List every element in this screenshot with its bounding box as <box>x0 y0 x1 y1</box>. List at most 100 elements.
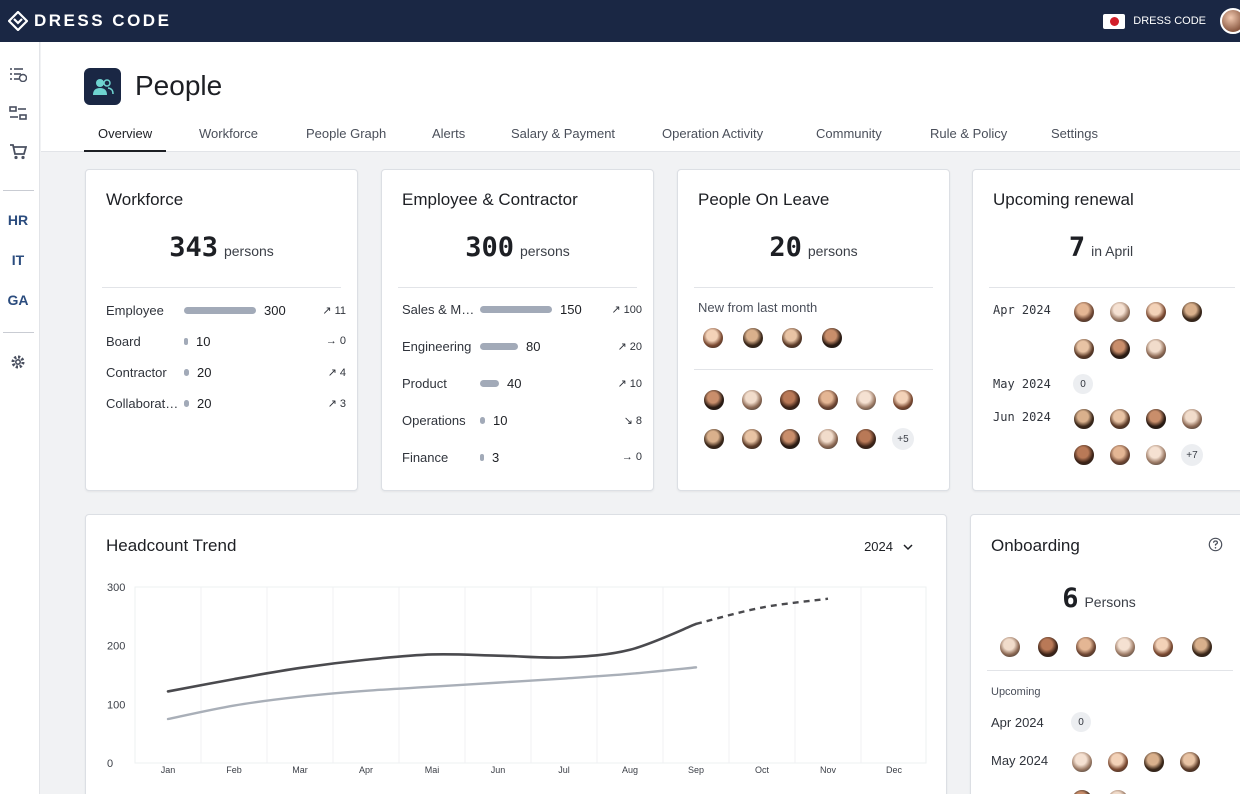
avatar[interactable] <box>999 636 1021 658</box>
more-badge[interactable]: +5 <box>892 428 914 450</box>
avatar[interactable] <box>1191 636 1213 658</box>
avatar[interactable] <box>855 389 877 411</box>
breakdown-row[interactable]: Employee 300 ↗ 11 <box>106 300 346 320</box>
tab-overview[interactable]: Overview <box>84 124 167 152</box>
user-avatar[interactable] <box>1220 8 1240 34</box>
avatar[interactable] <box>702 327 724 349</box>
onboarding-card[interactable]: Onboarding 6 Persons Upcoming Apr 2024 0 … <box>970 514 1240 794</box>
tab-operation-activity[interactable]: Operation Activity <box>662 126 764 141</box>
row-value: 80 <box>526 338 541 354</box>
avatar[interactable] <box>1114 636 1136 658</box>
card-title: Employee & Contractor <box>402 190 578 209</box>
tab-salary-payment[interactable]: Salary & Payment <box>511 126 616 141</box>
breakdown-row[interactable]: Engineering 80 ↗ 20 <box>402 336 642 356</box>
row-bar <box>480 453 484 461</box>
sidebar: HR IT GA <box>0 42 40 794</box>
more-badge[interactable]: +7 <box>1181 444 1203 466</box>
y-tick-label: 200 <box>107 641 125 653</box>
breakdown-row[interactable]: Finance 3 → 0 <box>402 447 642 467</box>
avatar[interactable] <box>741 428 763 450</box>
avatar[interactable] <box>817 389 839 411</box>
page-title: People <box>135 70 223 101</box>
sidebar-item-ga[interactable]: GA <box>7 292 29 308</box>
breakdown-row[interactable]: Collaborat… 20 ↗ 3 <box>106 393 346 413</box>
top-right: DRESS CODE <box>1103 0 1240 42</box>
tab-workforce[interactable]: Workforce <box>199 126 258 141</box>
breakdown-row[interactable]: Product 40 ↗ 10 <box>402 373 642 393</box>
avatar[interactable] <box>703 428 725 450</box>
card-title: Workforce <box>106 190 184 209</box>
avatar[interactable] <box>1037 636 1059 658</box>
tab-people-graph[interactable]: People Graph <box>306 126 387 141</box>
row-trend: → 0 <box>621 451 642 463</box>
org-name[interactable]: DRESS CODE <box>1133 15 1206 27</box>
employee-contractor-card[interactable]: Employee & Contractor 300 persons Sales &… <box>381 169 654 491</box>
renewal-total: 7 in April <box>973 232 1240 263</box>
workforce-card[interactable]: Workforce 343 persons Employee 300 ↗ 11 Boar… <box>85 169 358 491</box>
total-unit: in April <box>1091 243 1134 259</box>
avatar[interactable] <box>817 428 839 450</box>
avatar[interactable] <box>1145 408 1167 430</box>
avatar[interactable] <box>1143 751 1165 773</box>
avatar[interactable] <box>1107 789 1129 794</box>
avatar[interactable] <box>1109 444 1131 466</box>
avatar[interactable] <box>1073 338 1095 360</box>
avatar[interactable] <box>703 389 725 411</box>
avatar[interactable] <box>1109 301 1131 323</box>
avatar[interactable] <box>1073 444 1095 466</box>
breakdown-row[interactable]: Contractor 20 ↗ 4 <box>106 362 346 382</box>
row-bar <box>480 379 499 387</box>
year-select[interactable]: 2024 <box>864 539 914 554</box>
breakdown-row[interactable]: Board 10 → 0 <box>106 331 346 351</box>
tab-community[interactable]: Community <box>816 126 882 141</box>
avatar[interactable] <box>1145 301 1167 323</box>
row-value: 3 <box>492 449 500 465</box>
sidebar-item-it[interactable]: IT <box>11 252 25 268</box>
tab-rule-policy[interactable]: Rule & Policy <box>930 126 1008 141</box>
x-tick-label: Jun <box>491 765 506 775</box>
cart-icon[interactable] <box>0 144 36 160</box>
japan-flag-icon[interactable] <box>1103 13 1126 29</box>
avatar[interactable] <box>821 327 843 349</box>
avatar[interactable] <box>1109 338 1131 360</box>
avatar[interactable] <box>1181 301 1203 323</box>
avatar[interactable] <box>1109 408 1131 430</box>
avatar[interactable] <box>741 389 763 411</box>
renewal-date: Apr 2024 <box>993 303 1051 317</box>
total-unit: persons <box>223 243 274 259</box>
toggle-list-icon[interactable] <box>0 105 36 121</box>
avatar[interactable] <box>1179 751 1201 773</box>
sidebar-item-hr[interactable]: HR <box>7 212 29 228</box>
avatar[interactable] <box>1145 444 1167 466</box>
avatar[interactable] <box>1145 338 1167 360</box>
breakdown-row[interactable]: Operations 10 ↘ 8 <box>402 410 642 430</box>
total-unit: Persons <box>1084 594 1136 610</box>
avatar[interactable] <box>1071 789 1093 794</box>
row-bar <box>184 306 256 314</box>
tab-alerts[interactable]: Alerts <box>432 126 466 141</box>
brand[interactable]: DRESS CODE <box>8 11 171 31</box>
avatar[interactable] <box>892 389 914 411</box>
avatar[interactable] <box>1152 636 1174 658</box>
avatar[interactable] <box>1075 636 1097 658</box>
avatar[interactable] <box>779 389 801 411</box>
avatar[interactable] <box>1107 751 1129 773</box>
help-icon[interactable] <box>1208 537 1223 552</box>
breakdown-row[interactable]: Sales & M… 150 ↗ 100 <box>402 299 642 319</box>
upcoming-renewal-card[interactable]: Upcoming renewal 7 in April Apr 2024 May … <box>972 169 1240 491</box>
avatar[interactable] <box>1071 751 1093 773</box>
avatar[interactable] <box>1181 408 1203 430</box>
row-trend: ↗ 4 <box>327 366 346 379</box>
avatar[interactable] <box>1073 408 1095 430</box>
row-trend: ↗ 3 <box>327 397 346 410</box>
tab-settings[interactable]: Settings <box>1051 126 1098 141</box>
avatar[interactable] <box>855 428 877 450</box>
avatar[interactable] <box>742 327 764 349</box>
list-check-icon[interactable] <box>0 66 36 82</box>
people-on-leave-card[interactable]: People On Leave 20 persons New from last … <box>677 169 950 491</box>
row-value: 10 <box>196 333 211 349</box>
avatar[interactable] <box>779 428 801 450</box>
gear-icon[interactable] <box>0 354 36 370</box>
avatar[interactable] <box>1073 301 1095 323</box>
avatar[interactable] <box>781 327 803 349</box>
